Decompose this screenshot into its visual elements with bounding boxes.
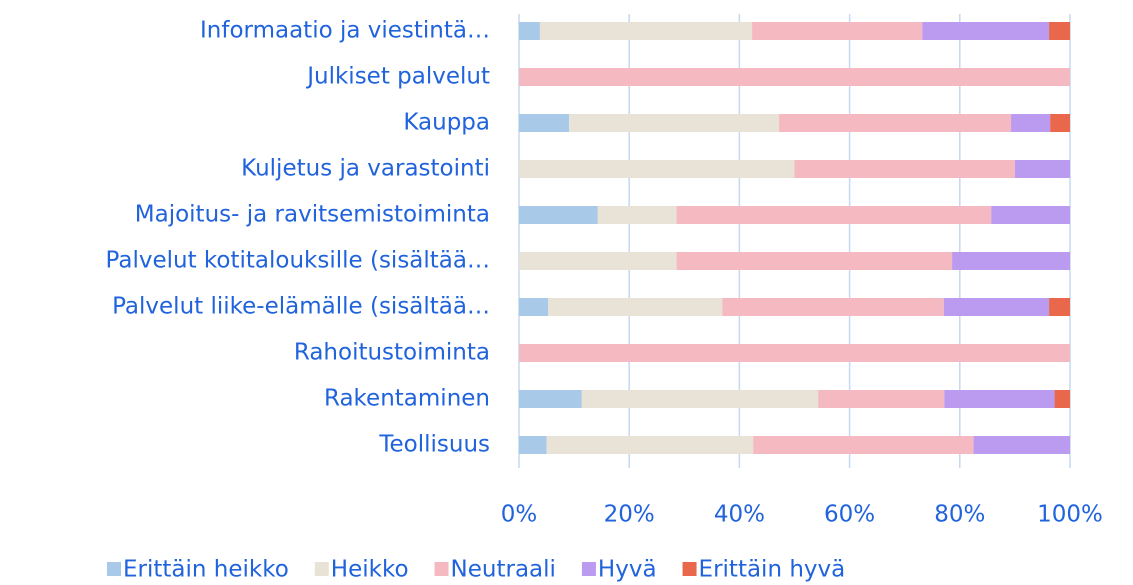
legend-swatch [107, 562, 121, 576]
y-tick-label: Rahoitustoiminta [294, 340, 490, 366]
bar-segment [753, 436, 974, 454]
x-tick-label: 0% [501, 502, 538, 528]
y-tick-label: Palvelut liike-elämälle (sisältää… [112, 294, 490, 320]
bar-segment [519, 68, 1070, 86]
y-tick-label: Palvelut kotitalouksille (sisältää… [106, 248, 490, 274]
legend-swatch [581, 562, 596, 576]
bar-segment [597, 206, 677, 224]
legend-label: Heikko [331, 557, 409, 583]
bar-segment [676, 206, 992, 224]
bar-segment [519, 390, 582, 408]
legend-label: Neutraali [451, 557, 556, 583]
bar-segment [779, 114, 1012, 132]
bar-segment [539, 22, 753, 40]
bar-segment [722, 298, 944, 316]
bar-segment [752, 22, 923, 40]
y-tick-label: Julkiset palvelut [305, 64, 490, 90]
legend-label: Erittäin hyvä [699, 557, 846, 583]
y-tick-label: Majoitus- ja ravitsemistoiminta [135, 202, 490, 228]
x-tick-label: 80% [934, 502, 985, 528]
bar-segment [569, 114, 780, 132]
bar-segment [1050, 114, 1070, 132]
x-tick-label: 40% [714, 502, 765, 528]
x-tick-label: 60% [824, 502, 875, 528]
bar-segment [1054, 390, 1070, 408]
bar-segment [794, 160, 1015, 178]
bar-segment [519, 206, 598, 224]
y-tick-label: Rakentaminen [324, 386, 490, 412]
bar-segment [944, 390, 1055, 408]
bar-segment [519, 436, 547, 454]
bar-segment [519, 160, 795, 178]
bar-segment [1011, 114, 1051, 132]
bar-segment [548, 298, 723, 316]
bar-segment [519, 114, 570, 132]
x-tick-label: 100% [1037, 502, 1103, 528]
y-tick-label: Informaatio ja viestintä… [200, 18, 490, 44]
bar-segment [676, 252, 953, 270]
bar-segment [952, 252, 1070, 270]
legend-swatch [434, 562, 449, 576]
y-tick-label: Kuljetus ja varastointi [241, 156, 490, 182]
bar-segment [1014, 160, 1070, 178]
bar-segment [991, 206, 1070, 224]
bar-segment [546, 436, 754, 454]
bar-segment [943, 298, 1050, 316]
x-tick-label: 20% [604, 502, 655, 528]
bar-segment [818, 390, 945, 408]
bar-segment [519, 344, 1070, 362]
bar-segment [1049, 22, 1070, 40]
bar-segment [922, 22, 1050, 40]
y-tick-label: Teollisuus [378, 432, 490, 458]
legend-label: Hyvä [598, 557, 657, 583]
y-tick-label: Kauppa [403, 110, 490, 136]
bar-segment [519, 298, 549, 316]
legend-swatch [682, 562, 697, 576]
bar-segment [1049, 298, 1070, 316]
legend-label: Erittäin heikko [123, 557, 289, 583]
legend-swatch [314, 562, 329, 576]
bar-segment [519, 252, 677, 270]
bar-segment [581, 390, 819, 408]
bar-segment [519, 22, 540, 40]
bar-segment [973, 436, 1070, 454]
